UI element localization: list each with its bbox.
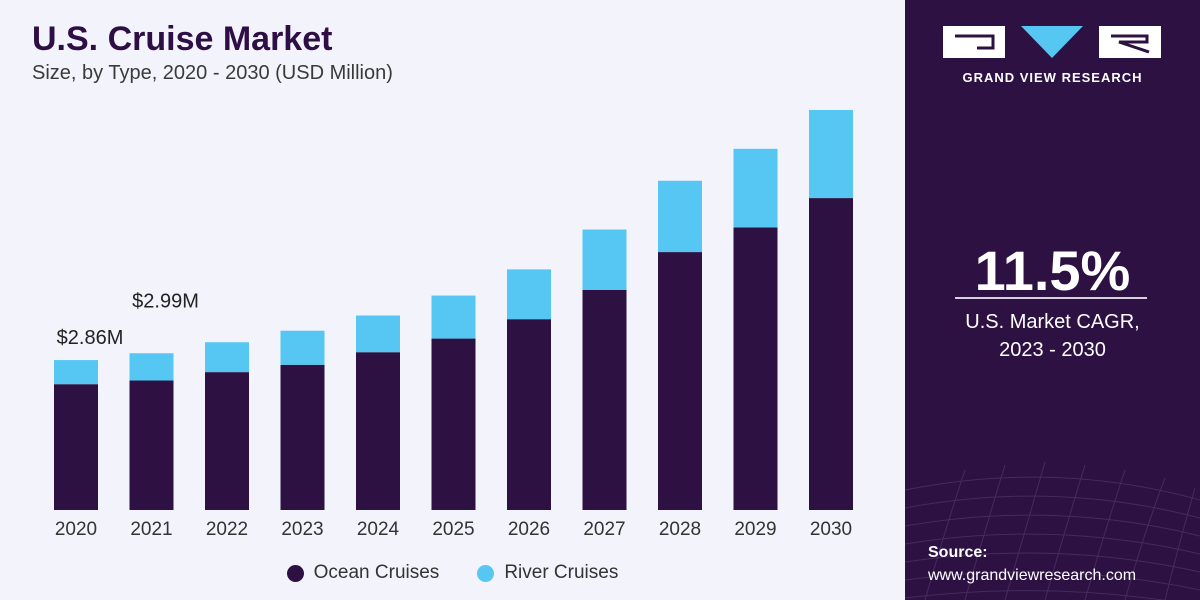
legend-swatch-ocean (286, 564, 304, 582)
x-tick-label-2021: 2021 (130, 519, 172, 540)
x-tick-label-2029: 2029 (734, 519, 776, 540)
bar-ocean-cruises-2021 (129, 380, 174, 510)
brand-name: GRAND VIEW RESEARCH (962, 70, 1143, 85)
bar-river-cruises-2021 (129, 353, 174, 381)
x-tick-label-2020: 2020 (55, 519, 97, 540)
bar-ocean-cruises-2026 (507, 319, 551, 510)
x-tick-label-2025: 2025 (432, 519, 474, 540)
source-title: Source: (928, 544, 988, 561)
bar-ocean-cruises-2029 (733, 227, 778, 510)
x-tick-label-2027: 2027 (583, 519, 625, 540)
bar-ocean-cruises-2025 (431, 338, 476, 510)
legend-item-river: River Cruises (477, 562, 618, 584)
bar-ocean-cruises-2020 (54, 384, 98, 510)
x-tick-label-2030: 2030 (810, 519, 852, 540)
bar-river-cruises-2029 (733, 148, 778, 228)
chart-legend: Ocean Cruises River Cruises (0, 562, 905, 584)
cagr-label: U.S. Market CAGR, 2023 - 2030 (905, 308, 1200, 364)
bar-ocean-cruises-2027 (582, 289, 627, 510)
legend-label-ocean: Ocean Cruises (313, 562, 440, 583)
x-tick-label-2022: 2022 (206, 519, 248, 540)
chart-panel: U.S. Cruise Market Size, by Type, 2020 -… (0, 20, 905, 584)
bar-river-cruises-2028 (658, 180, 702, 253)
bar-ocean-cruises-2030 (809, 198, 853, 510)
bar-river-cruises-2026 (507, 269, 551, 320)
wireframe-grid-decoration (905, 461, 1200, 600)
bar-river-cruises-2024 (356, 315, 400, 353)
chart-subtitle: Size, by Type, 2020 - 2030 (USD Million) (32, 62, 393, 84)
cagr-label-line1: U.S. Market CAGR, (965, 311, 1140, 333)
chart-title: U.S. Cruise Market (32, 20, 333, 58)
x-tick-label-2026: 2026 (508, 519, 550, 540)
legend-label-river: River Cruises (504, 562, 619, 583)
bar-river-cruises-2030 (809, 110, 853, 199)
legend-swatch-river (477, 564, 495, 582)
bar-ocean-cruises-2028 (658, 252, 702, 510)
legend-item-ocean: Ocean Cruises (286, 562, 440, 584)
x-tick-label-2024: 2024 (357, 519, 400, 540)
bar-river-cruises-2025 (431, 295, 476, 339)
bar-ocean-cruises-2024 (356, 352, 400, 510)
cagr-label-line2: 2023 - 2030 (999, 339, 1106, 361)
bar-river-cruises-2020 (54, 360, 98, 385)
bar-river-cruises-2027 (582, 229, 627, 290)
x-tick-label-2028: 2028 (659, 519, 701, 540)
source-url[interactable]: www.grandviewresearch.com (928, 567, 1137, 584)
cagr-value: 11.5% (974, 239, 1131, 302)
bar-river-cruises-2022 (205, 342, 249, 373)
bar-ocean-cruises-2023 (280, 364, 325, 510)
cagr-divider (955, 297, 1147, 299)
data-label-2020: $2.86M (57, 327, 124, 349)
data-label-2021: $2.99M (132, 290, 199, 312)
stacked-bar-chart: 2020 2021 2022 2023 2024 2025 2026 2027 2028 2029… (54, 110, 853, 540)
gvr-logo (943, 26, 1161, 58)
bar-ocean-cruises-2022 (205, 372, 249, 510)
info-sidebar: GRAND VIEW RESEARCH 11.5% U.S. Market CA… (905, 0, 1200, 600)
bar-river-cruises-2023 (280, 330, 325, 365)
x-tick-label-2023: 2023 (281, 519, 323, 540)
